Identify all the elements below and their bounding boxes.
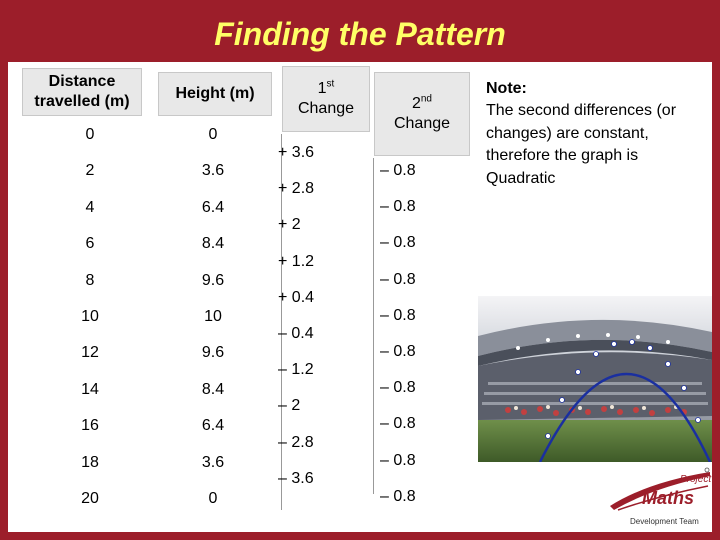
- second-change-cell: – 0.8: [380, 343, 416, 360]
- distance-cell: 8: [85, 271, 95, 289]
- title-bar: [8, 12, 712, 62]
- first-change-cell: – 1.2: [278, 361, 314, 379]
- first-change-word: Change: [297, 100, 355, 117]
- second-change-cell: – 0.8: [380, 270, 416, 288]
- height-cell: 6.4: [201, 417, 225, 435]
- header-second-change: 2nd Change: [374, 72, 470, 156]
- second-change-cell: – 0.8: [380, 198, 416, 216]
- distance-cell: 14: [81, 380, 99, 398]
- second-change-cell: – 0.8: [380, 162, 416, 179]
- first-change-cell: – 2.8: [278, 433, 314, 451]
- distance-cell: 10: [81, 308, 99, 325]
- first-change-cell: – 3.6: [278, 469, 314, 487]
- first-change-suffix: st: [326, 78, 335, 90]
- note-heading: Note:: [486, 80, 527, 97]
- first-change-number: 1: [317, 80, 327, 97]
- distance-cell: 16: [81, 417, 99, 435]
- second-change-word: Change: [393, 115, 451, 132]
- distance-cell: 20: [81, 490, 99, 507]
- height-cell: 9.6: [201, 344, 225, 362]
- header-first-change: 1st Change: [282, 66, 370, 132]
- first-change-divider: [281, 134, 282, 510]
- distance-cell: 18: [81, 453, 99, 471]
- second-change-cell: – 0.8: [380, 487, 416, 505]
- logo-project-text: Project: [680, 474, 712, 485]
- second-change-cell: – 0.8: [380, 415, 416, 433]
- header-height: Height (m): [158, 72, 272, 116]
- first-change-cell: – 0.4: [278, 325, 314, 342]
- height-cell: 9.6: [201, 271, 225, 289]
- distance-cell: 12: [81, 344, 99, 362]
- logo-team-text: Development Team: [630, 517, 699, 526]
- second-change-cell: – 0.8: [380, 306, 416, 324]
- distance-cell: 2: [85, 162, 95, 180]
- note-body: The second differences (or changes) are …: [486, 102, 677, 187]
- distance-cell: 6: [85, 235, 95, 253]
- distance-cell: 4: [85, 198, 95, 216]
- first-change-cell: + 2.8: [278, 180, 315, 198]
- height-cell: 10: [204, 308, 222, 325]
- header-distance: Distance travelled (m): [22, 68, 142, 116]
- project-maths-logo: Project Maths Development Team: [610, 467, 712, 526]
- second-change-cell: – 0.8: [380, 234, 416, 252]
- height-cell: 3.6: [201, 453, 225, 471]
- first-change-cell: + 3.6: [278, 144, 315, 161]
- page-title: Finding the Pattern: [214, 16, 506, 52]
- note-box: Note: The second differences (or changes…: [486, 78, 691, 190]
- stadium-parabola-image: [478, 296, 712, 462]
- first-change-cell: – 2: [278, 397, 301, 415]
- logo-maths-text: Maths: [642, 488, 694, 508]
- first-change-cell: + 1.2: [278, 252, 315, 270]
- height-cell: 3.6: [201, 162, 225, 180]
- first-change-cell: + 0.4: [278, 288, 315, 306]
- height-cell: 6.4: [201, 198, 225, 216]
- second-change-suffix: nd: [420, 93, 432, 105]
- second-change-divider: [373, 158, 374, 494]
- distance-cell: 0: [85, 126, 95, 143]
- second-change-number: 2: [411, 95, 421, 112]
- height-cell: 8.4: [201, 380, 225, 398]
- height-cell: 8.4: [201, 235, 225, 253]
- second-change-cell: – 0.8: [380, 379, 416, 397]
- height-cell: 0: [208, 126, 218, 143]
- height-cell: 0: [208, 490, 218, 507]
- second-change-cell: – 0.8: [380, 451, 416, 469]
- first-change-cell: + 2: [278, 216, 301, 234]
